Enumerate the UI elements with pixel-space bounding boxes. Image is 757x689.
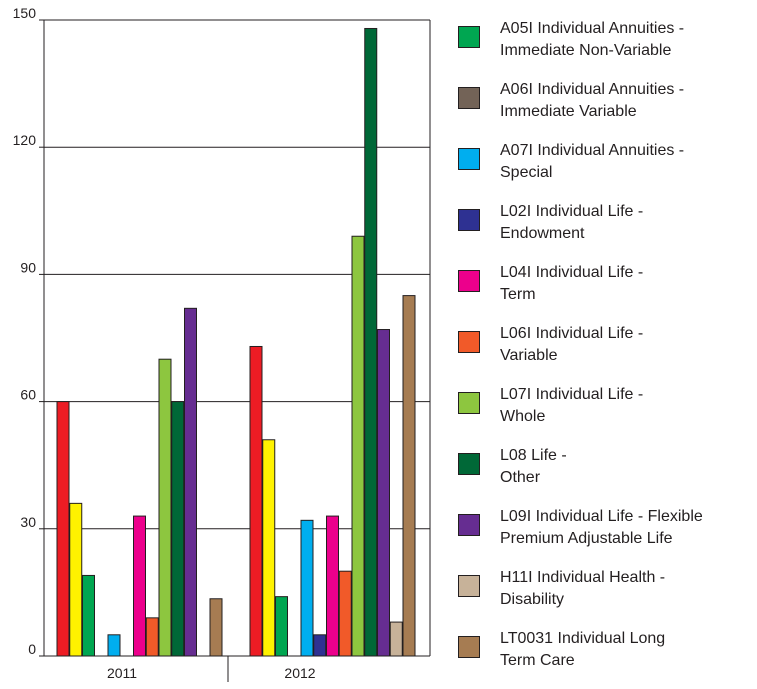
legend-swatch — [458, 453, 480, 475]
bar-series-0-2012 — [249, 345, 263, 657]
legend-swatch — [458, 514, 480, 536]
legend-swatch — [458, 148, 480, 170]
legend-label: H11I Individual Health - Disability — [500, 567, 757, 611]
legend-item: L08 Life - Other — [458, 445, 757, 506]
y-tick-labels: 0 30 60 90 120 150 — [13, 5, 37, 657]
legend-label-line1: LT0031 Individual Long — [500, 630, 666, 647]
bar-series-8-2011 — [158, 358, 172, 657]
bar-series-9-2011 — [171, 401, 185, 657]
bars — [56, 27, 416, 657]
legend-label: L04I Individual Life - Term — [500, 262, 757, 306]
bar-series-10-2011 — [184, 307, 197, 657]
y-tick-label-4: 120 — [13, 132, 37, 148]
y-tick-label-2: 60 — [20, 387, 36, 403]
legend-label-line1: A07I Individual Annuities - — [500, 142, 685, 159]
legend-label-line1: L08 Life - — [500, 447, 567, 464]
legend-item: L02I Individual Life - Endowment — [458, 201, 757, 262]
bar-series-8-2012 — [351, 235, 365, 657]
x-tick-label-2011: 2011 — [107, 665, 137, 681]
bar-series-6-2012 — [326, 515, 339, 657]
legend-label: L07I Individual Life - Whole — [500, 384, 757, 428]
legend-label-line2: Other — [500, 469, 541, 486]
legend-item: H11I Individual Health - Disability — [458, 567, 757, 628]
legend-swatch — [458, 209, 480, 231]
legend-label: LT0031 Individual Long Term Care — [500, 628, 757, 672]
y-tick-label-3: 90 — [20, 259, 36, 275]
legend-swatch — [458, 26, 480, 48]
bar-series-4-2012 — [300, 519, 314, 657]
legend-label-line2: Immediate Non-Variable — [500, 42, 672, 59]
bar-series-1-2011 — [69, 502, 83, 657]
legend-label-line1: H11I Individual Health - — [500, 569, 666, 586]
legend-label: L02I Individual Life - Endowment — [500, 201, 757, 245]
legend-label-line2: Term Care — [500, 652, 575, 669]
legend-label: L08 Life - Other — [500, 445, 757, 489]
legend-label-line2: Whole — [500, 408, 546, 425]
legend-label-line1: L04I Individual Life - — [500, 264, 644, 281]
legend-label: A05I Individual Annuities - Immediate Non… — [500, 18, 757, 62]
legend-item: A07I Individual Annuities - Special — [458, 140, 757, 201]
x-tick-labels: 2011 2012 — [107, 665, 316, 681]
legend-label-line2: Endowment — [500, 225, 585, 242]
legend-label-line1: A06I Individual Annuities - — [500, 81, 685, 98]
legend-item: L07I Individual Life - Whole — [458, 384, 757, 445]
bar-series-7-2012 — [338, 570, 352, 657]
bar-series-2-2012 — [275, 596, 288, 657]
legend-swatch — [458, 636, 480, 658]
bar-series-4-2011 — [107, 634, 121, 657]
legend-swatch — [458, 270, 480, 292]
legend-swatch — [458, 575, 480, 597]
legend-label: L09I Individual Life - Flexible Premium A… — [500, 506, 757, 550]
legend-label-line2: Disability — [500, 591, 565, 608]
legend-item: L06I Individual Life - Variable — [458, 323, 757, 384]
legend-label-line1: L06I Individual Life - — [500, 325, 644, 342]
legend-item: L04I Individual Life - Term — [458, 262, 757, 323]
legend-label-line2: Special — [500, 164, 553, 181]
legend-label-line1: L09I Individual Life - Flexible — [500, 508, 703, 525]
bar-series-11-2012 — [389, 621, 403, 657]
bar-series-1-2012 — [262, 439, 276, 657]
axes — [39, 19, 431, 682]
legend-label-line1: A05I Individual Annuities - — [500, 20, 685, 37]
bar-series-5-2012 — [313, 634, 327, 657]
bar-series-7-2011 — [145, 617, 159, 657]
legend-swatch — [458, 87, 480, 109]
legend-item: L09I Individual Life - Flexible Premium A… — [458, 506, 757, 567]
bar-series-10-2012 — [377, 329, 390, 657]
legend-item: LT0031 Individual Long Term Care — [458, 628, 757, 689]
bar-series-2-2011 — [82, 574, 95, 657]
legend-label: A06I Individual Annuities - Immediate Var… — [500, 79, 757, 123]
bar-series-12-2012 — [402, 295, 416, 657]
bar-series-12-2011 — [209, 598, 223, 657]
y-tick-label-0: 0 — [28, 641, 36, 657]
legend-label-line2: Term — [500, 286, 536, 303]
y-tick-label-5: 150 — [13, 5, 37, 21]
legend-swatch — [458, 392, 480, 414]
x-tick-label-2012: 2012 — [284, 665, 315, 681]
bar-series-6-2011 — [133, 515, 146, 657]
bar-series-0-2011 — [56, 401, 70, 657]
legend-item: A06I Individual Annuities - Immediate Var… — [458, 79, 757, 140]
legend-label-line2: Immediate Variable — [500, 103, 637, 120]
legend-item: A05I Individual Annuities - Immediate Non… — [458, 18, 757, 79]
legend-swatch — [458, 331, 480, 353]
y-tick-label-1: 30 — [20, 514, 36, 530]
legend-label: L06I Individual Life - Variable — [500, 323, 757, 367]
legend-label-line2: Premium Adjustable Life — [500, 530, 673, 547]
bar-series-9-2012 — [364, 27, 378, 657]
legend-label-line1: L07I Individual Life - — [500, 386, 644, 403]
legend-label: A07I Individual Annuities - Special — [500, 140, 757, 184]
legend-label-line2: Variable — [500, 347, 558, 364]
legend: A05I Individual Annuities - Immediate Non… — [458, 18, 757, 689]
legend-label-line1: L02I Individual Life - — [500, 203, 644, 220]
